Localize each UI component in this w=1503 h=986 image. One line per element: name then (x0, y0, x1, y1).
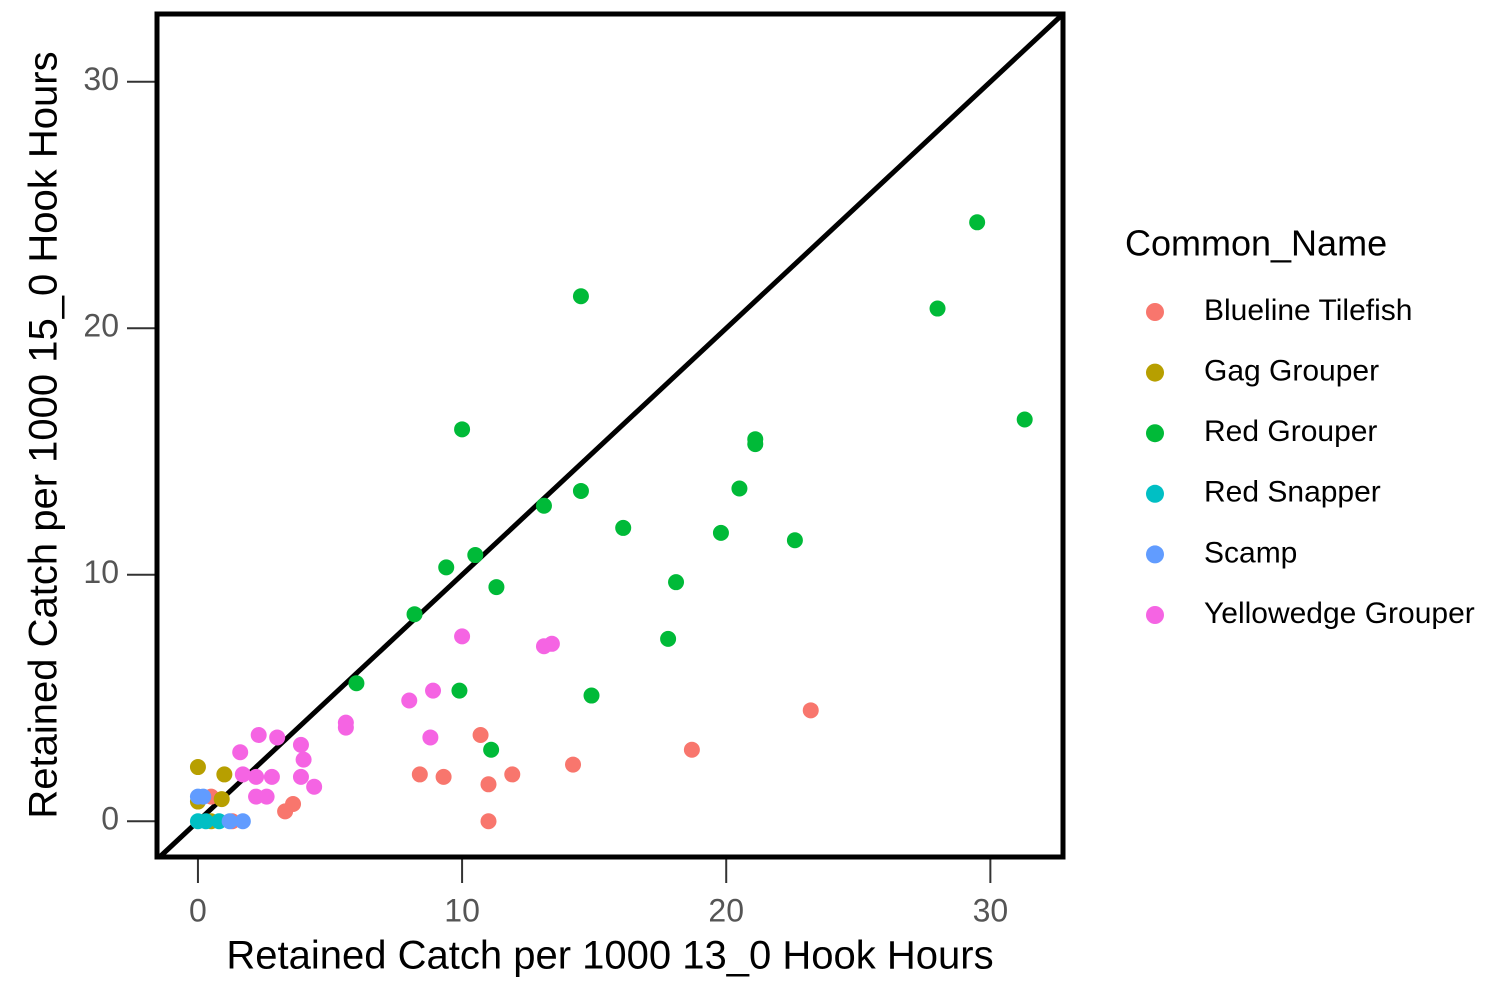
scatter-point (264, 769, 280, 785)
legend-label: Gag Grouper (1204, 355, 1379, 388)
legend-marker (1146, 424, 1164, 442)
scatter-point (480, 813, 496, 829)
scatter-point (222, 813, 238, 829)
legend-label: Red Snapper (1204, 476, 1381, 509)
scatter-point (422, 729, 438, 745)
scatter-point (438, 559, 454, 575)
x-tick-label: 20 (708, 892, 744, 928)
scatter-point (504, 766, 520, 782)
legend-label: Blueline Tilefish (1204, 294, 1412, 327)
scatter-point (296, 752, 312, 768)
scatter-point (668, 574, 684, 590)
legend-label: Yellowedge Grouper (1204, 597, 1475, 630)
scatter-point (293, 769, 309, 785)
scatter-point (488, 579, 504, 595)
y-tick-label: 10 (83, 554, 119, 590)
scatter-point (425, 683, 441, 699)
page: {"chart_data": { "type": "scatter", "x_l… (0, 0, 1503, 981)
scatter-point (731, 480, 747, 496)
scatter-point (713, 525, 729, 541)
scatter-point (232, 744, 248, 760)
scatter-point (747, 436, 763, 452)
legend-marker (1146, 606, 1164, 624)
scatter-point (259, 789, 275, 805)
scatter-point (436, 769, 452, 785)
scatter-point (454, 628, 470, 644)
scatter-point (536, 498, 552, 514)
scatter-point (584, 688, 600, 704)
scatter-point (216, 766, 232, 782)
scatter-point (195, 789, 211, 805)
scatter-point (473, 727, 489, 743)
scatter-point (544, 636, 560, 652)
scatter-point (306, 779, 322, 795)
legend-marker (1146, 364, 1164, 382)
identity-line (160, 14, 1063, 857)
x-tick-label: 10 (444, 892, 480, 928)
y-tick-label: 0 (101, 801, 119, 837)
y-tick-label: 20 (83, 308, 119, 344)
scatter-point (214, 791, 230, 807)
scatter-point (1017, 411, 1033, 427)
scatter-point (198, 813, 214, 829)
x-tick-label: 30 (973, 892, 1009, 928)
scatter-point (401, 692, 417, 708)
legend-label: Red Grouper (1204, 415, 1377, 448)
scatter-point (660, 631, 676, 647)
scatter-point (277, 803, 293, 819)
scatter-point (480, 776, 496, 792)
scatter-point (684, 742, 700, 758)
scatter-point (615, 520, 631, 536)
scatter-point (573, 483, 589, 499)
legend-marker (1146, 303, 1164, 321)
scatter-point (930, 301, 946, 317)
chart: Retained Catch per 1000 13_0 Hook Hours … (0, 0, 1503, 981)
x-axis-label: Retained Catch per 1000 13_0 Hook Hours (226, 934, 993, 978)
scatter-point (451, 683, 467, 699)
scatter-point (338, 720, 354, 736)
legend-marker (1146, 545, 1164, 563)
scatter-point (251, 727, 267, 743)
y-tick-label: 30 (83, 61, 119, 97)
scatter-point (269, 729, 285, 745)
scatter-point (293, 737, 309, 753)
scatter-point (483, 742, 499, 758)
scatter-point (787, 532, 803, 548)
x-tick-label: 0 (189, 892, 207, 928)
legend-label: Scamp (1204, 536, 1297, 569)
scatter-point (348, 675, 364, 691)
y-axis-label: Retained Catch per 1000 15_0 Hook Hours (22, 51, 66, 818)
scatter-point (565, 757, 581, 773)
scatter-point (467, 547, 483, 563)
scatter-point (454, 421, 470, 437)
scatter-point (412, 766, 428, 782)
scatter-point (407, 606, 423, 622)
legend-title: Common_Name (1125, 223, 1387, 264)
scatter-point (235, 766, 251, 782)
scatter-point (969, 214, 985, 230)
scatter-point (190, 759, 206, 775)
scatter-point (573, 288, 589, 304)
scatter-point (803, 702, 819, 718)
legend-marker (1146, 485, 1164, 503)
